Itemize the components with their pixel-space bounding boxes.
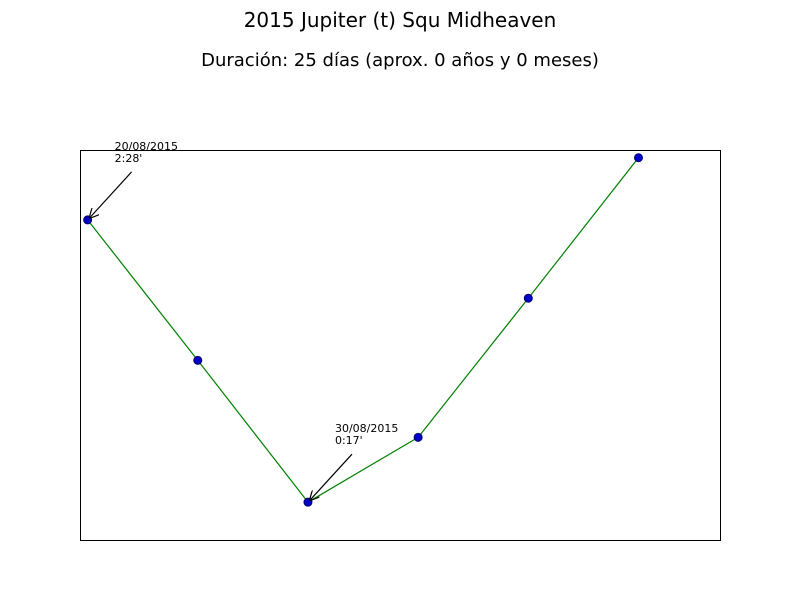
series-line-segment: [417, 297, 529, 438]
series-line-segment: [527, 157, 639, 299]
chart-subtitle: Duración: 25 días (aprox. 0 años y 0 mes…: [201, 50, 599, 71]
series-line-segment: [197, 359, 309, 503]
annotation-arrow: [310, 453, 353, 500]
annotation-orb: 2:28': [115, 152, 143, 165]
series-line-segment: [87, 219, 199, 361]
series-layer: [87, 157, 639, 503]
axes-frame: [80, 150, 721, 541]
annotation-date: 30/08/2015: [335, 422, 398, 435]
annotation-date: 20/08/2015: [115, 140, 178, 153]
annotation-orb: 0:17': [335, 434, 363, 447]
data-point: [523, 293, 533, 303]
series-line-segment: [307, 436, 419, 503]
annotation-arrow: [90, 171, 133, 218]
data-point: [193, 355, 203, 365]
marker-layer: [83, 153, 643, 507]
chart-title: 2015 Jupiter (t) Squ Midheaven: [243, 8, 557, 32]
data-point: [413, 432, 423, 442]
data-point: [633, 153, 643, 163]
